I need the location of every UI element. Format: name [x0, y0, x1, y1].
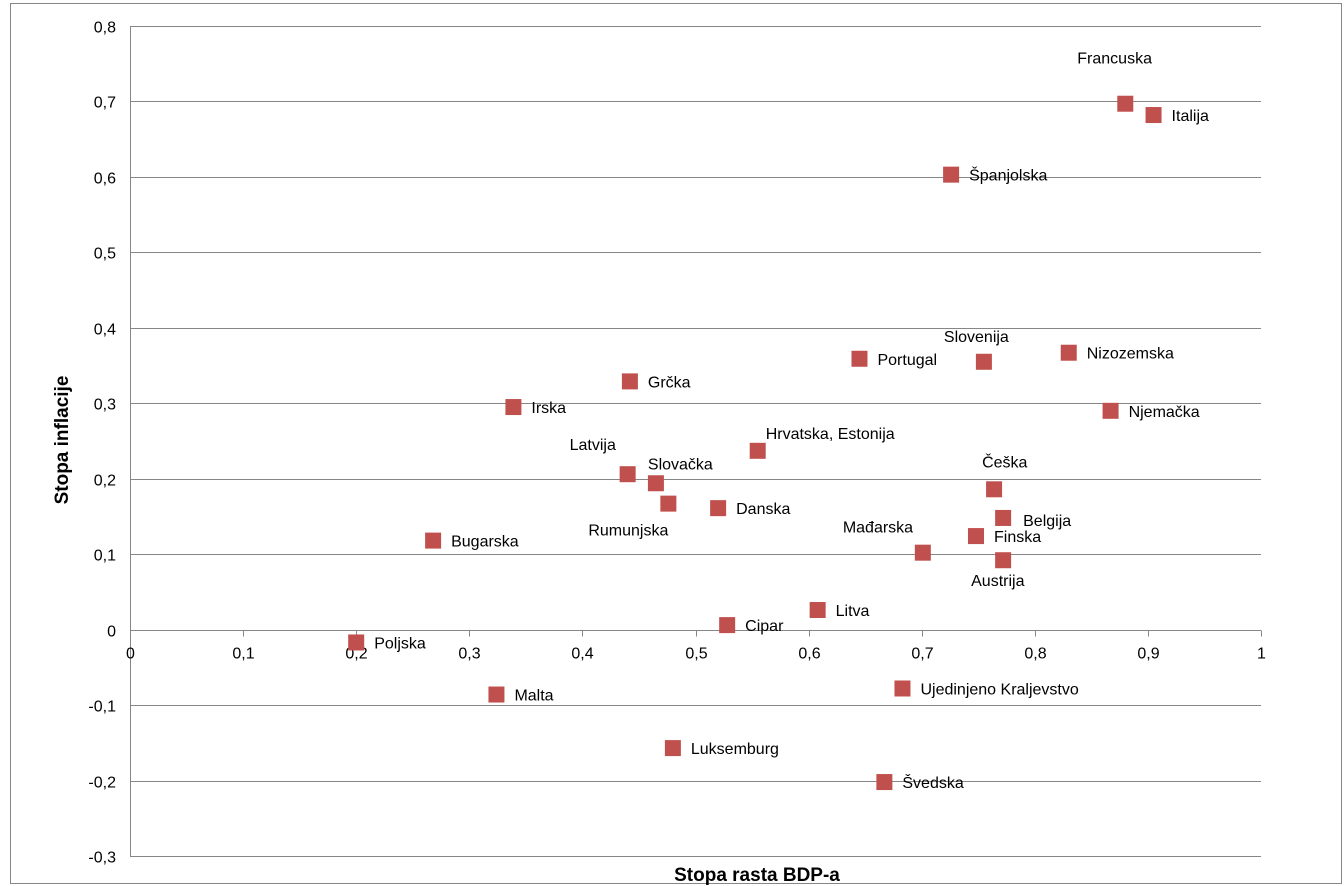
x-tick-label: 0,4 [571, 646, 593, 663]
x-tick-label: 0,7 [911, 646, 933, 663]
point-label: Slovačka [648, 456, 713, 473]
chart-frame [10, 3, 1342, 884]
scatter-point [975, 353, 992, 370]
x-tick-label: 1 [1257, 646, 1266, 663]
scatter-point [1060, 344, 1077, 361]
point-label: Irska [531, 400, 566, 417]
scatter-point [1102, 402, 1119, 419]
x-tick-label: 0,6 [798, 646, 820, 663]
x-tick-labels: 0 0,1 0,2 0,3 0,4 0,5 0,6 0,7 0,8 0,9 1 [126, 646, 1266, 663]
point-label: Italija [1172, 108, 1209, 125]
axes [130, 26, 1262, 856]
scatter-point [943, 166, 960, 183]
scatter-point [719, 617, 736, 634]
y-tick-label: 0,3 [94, 397, 116, 414]
point-label: Luksemburg [691, 741, 779, 758]
point-labels: Francuska Italija Španjolska Slovenija Nizoz… [374, 51, 1209, 792]
point-label: Rumunjska [588, 523, 668, 540]
scatter-point [621, 373, 638, 390]
point-label: Belgija [1023, 513, 1071, 530]
point-label: Hrvatska, Estonija [766, 426, 895, 443]
y-tick-label: -0,1 [88, 699, 116, 716]
scatter-point [710, 500, 727, 517]
scatter-point [749, 442, 766, 459]
point-label: Grčka [648, 374, 691, 391]
point-label: Finska [994, 529, 1041, 546]
scatter-point [348, 634, 365, 651]
x-tick-label: 0,1 [232, 646, 254, 663]
y-tick-label: 0,4 [94, 322, 116, 339]
x-tick-label: 0,5 [685, 646, 707, 663]
y-tick-label: -0,3 [88, 850, 116, 867]
point-label: Malta [514, 688, 553, 705]
point-label: Austrija [971, 573, 1024, 590]
y-tick-label: 0,6 [94, 171, 116, 188]
scatter-point [995, 509, 1012, 526]
scatter-point [660, 495, 677, 512]
x-tick-label: 0 [126, 646, 135, 663]
y-tick-label: -0,2 [88, 775, 116, 792]
scatter-point [986, 481, 1003, 498]
point-label: Slovenija [944, 329, 1009, 346]
point-label: Litva [836, 603, 870, 620]
scatter-point [647, 475, 664, 492]
scatter-point [664, 740, 681, 757]
point-label: Švedska [902, 773, 963, 792]
scatter-point [1145, 107, 1162, 124]
scatter-point [995, 552, 1012, 569]
y-tick-label: 0,2 [94, 473, 116, 490]
scatter-point [488, 686, 505, 703]
scatter-point [505, 399, 522, 416]
scatter-point [851, 350, 868, 367]
point-label: Bugarska [451, 534, 519, 551]
point-label: Poljska [374, 635, 426, 652]
y-axis-title: Stopa inflacije [52, 376, 73, 505]
point-label: Mađarska [843, 520, 913, 537]
x-tick-label: 0,3 [458, 646, 480, 663]
y-tick-label: 0,8 [94, 20, 116, 37]
x-axis-title: Stopa rasta BDP-a [674, 865, 840, 886]
point-label: Njemačka [1129, 404, 1200, 421]
scatter-point [876, 774, 893, 791]
x-tick-label: 0,8 [1024, 646, 1046, 663]
y-tick-label: 0,5 [94, 246, 116, 263]
point-label: Češka [982, 452, 1027, 471]
scatter-point [914, 544, 931, 561]
data-points [348, 95, 1162, 791]
scatter-point [425, 532, 442, 549]
scatter-point [967, 528, 984, 545]
scatter-point [1117, 95, 1134, 112]
point-label: Nizozemska [1087, 346, 1174, 363]
point-label: Španjolska [969, 166, 1047, 185]
y-tick-label: 0 [107, 624, 116, 641]
point-label: Francuska [1077, 51, 1152, 68]
point-label: Latvija [570, 437, 616, 454]
y-tick-labels: 0,8 0,7 0,6 0,5 0,4 0,3 0,2 0,1 0 -0,1 -0,2 -0,3 [88, 20, 116, 867]
point-label: Ujedinjeno Kraljevstvo [920, 681, 1078, 698]
y-tick-label: 0,7 [94, 95, 116, 112]
point-label: Danska [736, 501, 790, 518]
scatter-point [809, 602, 826, 619]
scatter-point [619, 466, 636, 483]
x-tick-label: 0,9 [1137, 646, 1159, 663]
scatter-point [894, 680, 911, 697]
point-label: Portugal [877, 352, 937, 369]
y-tick-label: 0,1 [94, 548, 116, 565]
gridlines [130, 26, 1261, 857]
point-label: Cipar [745, 618, 784, 635]
